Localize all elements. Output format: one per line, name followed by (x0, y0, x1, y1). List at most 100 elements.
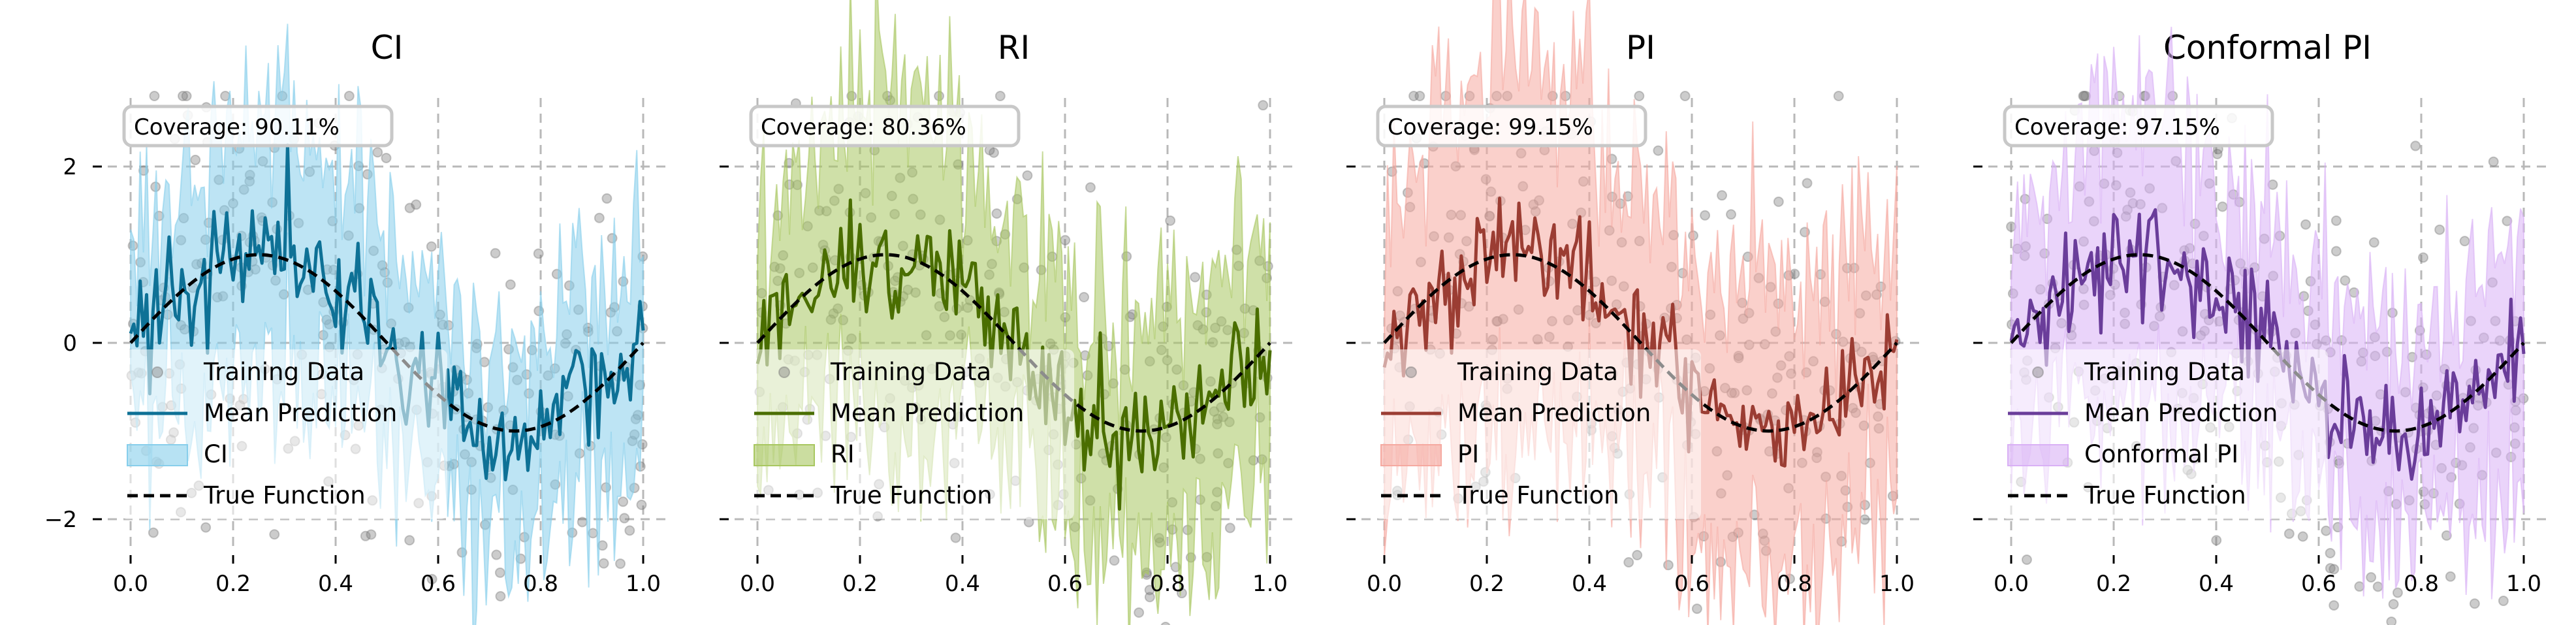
training-point (191, 155, 200, 165)
legend: Training Data Mean Prediction CI True Funct… (121, 349, 447, 519)
training-point (2213, 150, 2222, 159)
legend-key-patch (1381, 445, 1441, 466)
x-tick-label: 0.8 (523, 571, 558, 597)
legend-label: True Function (830, 481, 993, 509)
legend-key-patch (127, 445, 187, 466)
legend: Training Data Mean Prediction Conformal PI… (2001, 349, 2328, 519)
legend-label: True Function (203, 481, 366, 509)
training-point (1415, 91, 1424, 101)
training-point (2393, 588, 2402, 598)
x-tick-label: 0.4 (2199, 571, 2234, 597)
training-point (2460, 236, 2470, 246)
training-point (2389, 600, 2398, 609)
training-point (2387, 617, 2396, 625)
training-point (2499, 596, 2508, 605)
training-point (270, 530, 279, 539)
legend-label: PI (1457, 440, 1479, 468)
training-point (427, 242, 436, 251)
training-point (2366, 573, 2376, 582)
legend: Training Data Mean Prediction RI True Funct… (748, 349, 1074, 519)
training-point (345, 91, 354, 101)
x-tick-label: 0.8 (1777, 571, 1812, 597)
training-point (491, 249, 500, 258)
legend-key-marker (779, 367, 789, 377)
legend-label: CI (204, 440, 228, 468)
training-point (1726, 210, 1736, 219)
legend-key-patch (754, 445, 814, 466)
x-tick-label: 0.6 (1047, 571, 1083, 597)
legend-label: Training Data (2084, 358, 2245, 386)
legend-label: Conformal PI (2084, 440, 2238, 468)
training-point (625, 526, 634, 535)
x-tick-label: 1.0 (1879, 571, 1915, 597)
x-tick-label: 0.2 (1469, 571, 1504, 597)
training-point (951, 533, 961, 542)
legend-label: Mean Prediction (2084, 399, 2278, 427)
panel-0: CI420−2−40.00.20.40.60.81.0Coverage: 90.… (44, 0, 666, 625)
training-point (1834, 91, 1843, 101)
training-point (2301, 220, 2310, 229)
coverage-label: Coverage: 80.36% (761, 114, 966, 140)
training-point (534, 249, 543, 258)
x-tick-label: 0.0 (740, 571, 775, 597)
training-point (2321, 526, 2330, 536)
training-point (2411, 141, 2420, 150)
panel-title: RI (998, 29, 1030, 67)
training-point (2022, 555, 2031, 564)
training-point (1161, 622, 1170, 625)
x-tick-label: 0.6 (1674, 571, 1709, 597)
training-point (1110, 556, 1119, 565)
y-tick-label: 2 (63, 154, 77, 180)
training-point (492, 551, 501, 560)
legend-label: RI (831, 440, 855, 468)
training-point (2446, 572, 2455, 581)
coverage-label: Coverage: 90.11% (134, 114, 340, 140)
training-point (2329, 601, 2338, 610)
training-point (616, 559, 625, 568)
legend-label: Training Data (830, 358, 991, 386)
coverage-label: Coverage: 99.15% (1388, 114, 1593, 140)
training-point (496, 592, 505, 601)
legend-label: True Function (1457, 481, 1619, 509)
training-point (1079, 293, 1089, 302)
panel-2: PI0.0 0.2 0.4 0.6 0.8 1.0Coverage: 99.15%Trai… (1346, 0, 1920, 625)
x-tick-label: 0.0 (1994, 571, 2029, 597)
x-tick-label: 0.2 (2096, 571, 2131, 597)
training-point (1166, 216, 1175, 225)
training-point (496, 568, 505, 577)
training-point (1681, 91, 1690, 101)
training-point (2326, 549, 2335, 558)
x-tick-label: 0.2 (842, 571, 878, 597)
training-point (506, 280, 515, 289)
training-point (2212, 536, 2221, 545)
panel-title: CI (371, 29, 404, 67)
training-point (1086, 183, 1095, 192)
coverage-label: Coverage: 97.15% (2014, 114, 2220, 140)
y-tick-label: 4 (63, 0, 77, 4)
training-point (1653, 146, 1662, 155)
legend-label: Mean Prediction (1457, 399, 1651, 427)
training-point (381, 153, 390, 163)
training-point (1634, 91, 1644, 101)
training-point (201, 523, 210, 532)
training-point (1258, 101, 1267, 110)
training-point (1693, 604, 1702, 613)
y-tick-label: −2 (44, 507, 77, 533)
panel-title: Conformal PI (2163, 29, 2372, 67)
training-point (1134, 608, 1143, 617)
training-point (996, 91, 1005, 101)
training-point (1700, 211, 1709, 220)
training-point (618, 497, 628, 506)
x-tick-label: 0.2 (215, 571, 251, 597)
training-point (2374, 582, 2383, 591)
training-point (2332, 216, 2341, 225)
training-point (2285, 529, 2294, 538)
x-tick-label: 0.4 (318, 571, 353, 597)
training-point (2298, 532, 2308, 541)
x-tick-label: 0.8 (2404, 571, 2439, 597)
training-point (2419, 253, 2428, 262)
training-point (1803, 178, 1812, 187)
training-point (1774, 197, 1783, 206)
y-tick-label: 0 (63, 330, 77, 357)
training-point (637, 500, 646, 509)
